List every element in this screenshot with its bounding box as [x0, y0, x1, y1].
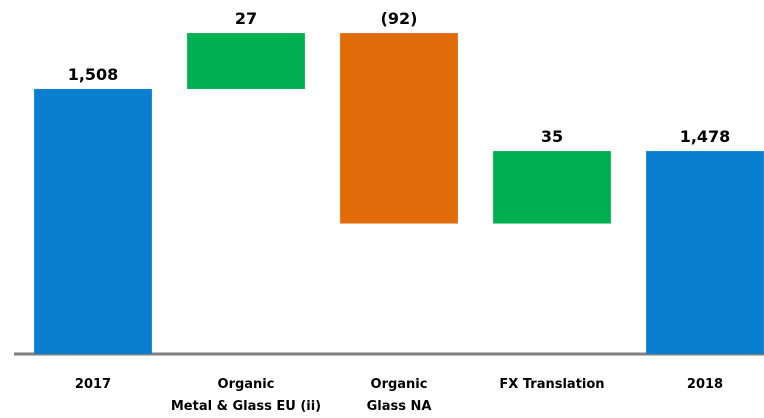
bar [187, 33, 305, 89]
bar [493, 151, 611, 224]
category-label: 2017 [74, 377, 112, 392]
value-label: 35 [541, 127, 563, 146]
value-label: 1,508 [68, 65, 119, 84]
bar [34, 88, 152, 354]
category-label: Organic Metal & Glass EU (ii) [170, 377, 322, 414]
bar [646, 151, 764, 354]
value-label: (92) [381, 9, 418, 28]
value-label: 27 [235, 9, 257, 28]
category-label: Organic Glass NA [366, 377, 432, 414]
category-label: 2018 [686, 377, 724, 392]
value-label: 1,478 [680, 127, 731, 146]
bar [340, 33, 458, 224]
category-label: FX Translation [499, 377, 605, 392]
